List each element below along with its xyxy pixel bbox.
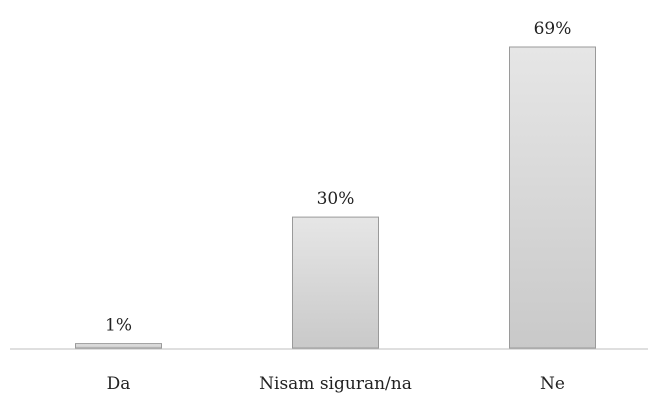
- data-label-1: 1%: [105, 316, 132, 336]
- x-tick-label-3: Ne: [540, 374, 565, 394]
- bar-1: [75, 343, 162, 349]
- bar-3: [509, 46, 596, 349]
- data-label-2: 30%: [317, 189, 355, 209]
- data-label-3: 69%: [534, 19, 572, 39]
- x-tick-label-1: Da: [107, 374, 131, 394]
- labels-group: 1% Da 30% Nisam siguran/na 69% Ne: [105, 19, 571, 394]
- bars-group: [75, 46, 596, 349]
- x-tick-label-2: Nisam siguran/na: [259, 374, 412, 394]
- bar-2: [292, 216, 379, 349]
